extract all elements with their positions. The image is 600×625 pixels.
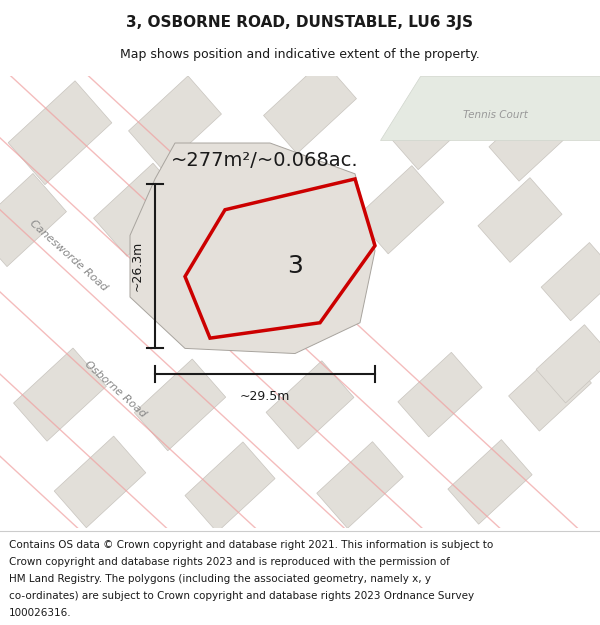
- Text: Contains OS data © Crown copyright and database right 2021. This information is : Contains OS data © Crown copyright and d…: [9, 540, 493, 550]
- Polygon shape: [386, 81, 474, 169]
- Text: co-ordinates) are subject to Crown copyright and database rights 2023 Ordnance S: co-ordinates) are subject to Crown copyr…: [9, 591, 474, 601]
- Polygon shape: [185, 442, 275, 532]
- Polygon shape: [266, 361, 354, 449]
- Polygon shape: [130, 143, 375, 354]
- Polygon shape: [263, 61, 356, 154]
- Polygon shape: [448, 439, 532, 524]
- Text: Osborne Road: Osborne Road: [82, 359, 148, 419]
- Text: Crown copyright and database rights 2023 and is reproduced with the permission o: Crown copyright and database rights 2023…: [9, 557, 450, 567]
- Text: Tennis Court: Tennis Court: [463, 110, 527, 120]
- Polygon shape: [14, 348, 106, 441]
- Polygon shape: [134, 359, 226, 451]
- Polygon shape: [317, 442, 403, 528]
- Polygon shape: [398, 352, 482, 437]
- Polygon shape: [356, 166, 444, 254]
- Text: Map shows position and indicative extent of the property.: Map shows position and indicative extent…: [120, 48, 480, 61]
- Polygon shape: [536, 324, 600, 403]
- Polygon shape: [489, 99, 571, 181]
- Text: HM Land Registry. The polygons (including the associated geometry, namely x, y: HM Land Registry. The polygons (includin…: [9, 574, 431, 584]
- Polygon shape: [380, 76, 600, 140]
- Polygon shape: [226, 156, 314, 244]
- Polygon shape: [8, 81, 112, 184]
- Polygon shape: [54, 436, 146, 528]
- Polygon shape: [94, 163, 187, 256]
- Text: 3, OSBORNE ROAD, DUNSTABLE, LU6 3JS: 3, OSBORNE ROAD, DUNSTABLE, LU6 3JS: [127, 16, 473, 31]
- Text: Canesworde Road: Canesworde Road: [27, 219, 109, 293]
- Text: ~26.3m: ~26.3m: [131, 241, 143, 291]
- Polygon shape: [128, 76, 221, 169]
- Polygon shape: [509, 348, 592, 431]
- Polygon shape: [0, 174, 67, 267]
- Text: 100026316.: 100026316.: [9, 608, 71, 618]
- Polygon shape: [541, 242, 600, 321]
- Text: ~29.5m: ~29.5m: [240, 390, 290, 403]
- Polygon shape: [478, 177, 562, 262]
- Text: ~277m²/~0.068ac.: ~277m²/~0.068ac.: [171, 151, 359, 170]
- Text: 3: 3: [287, 254, 303, 278]
